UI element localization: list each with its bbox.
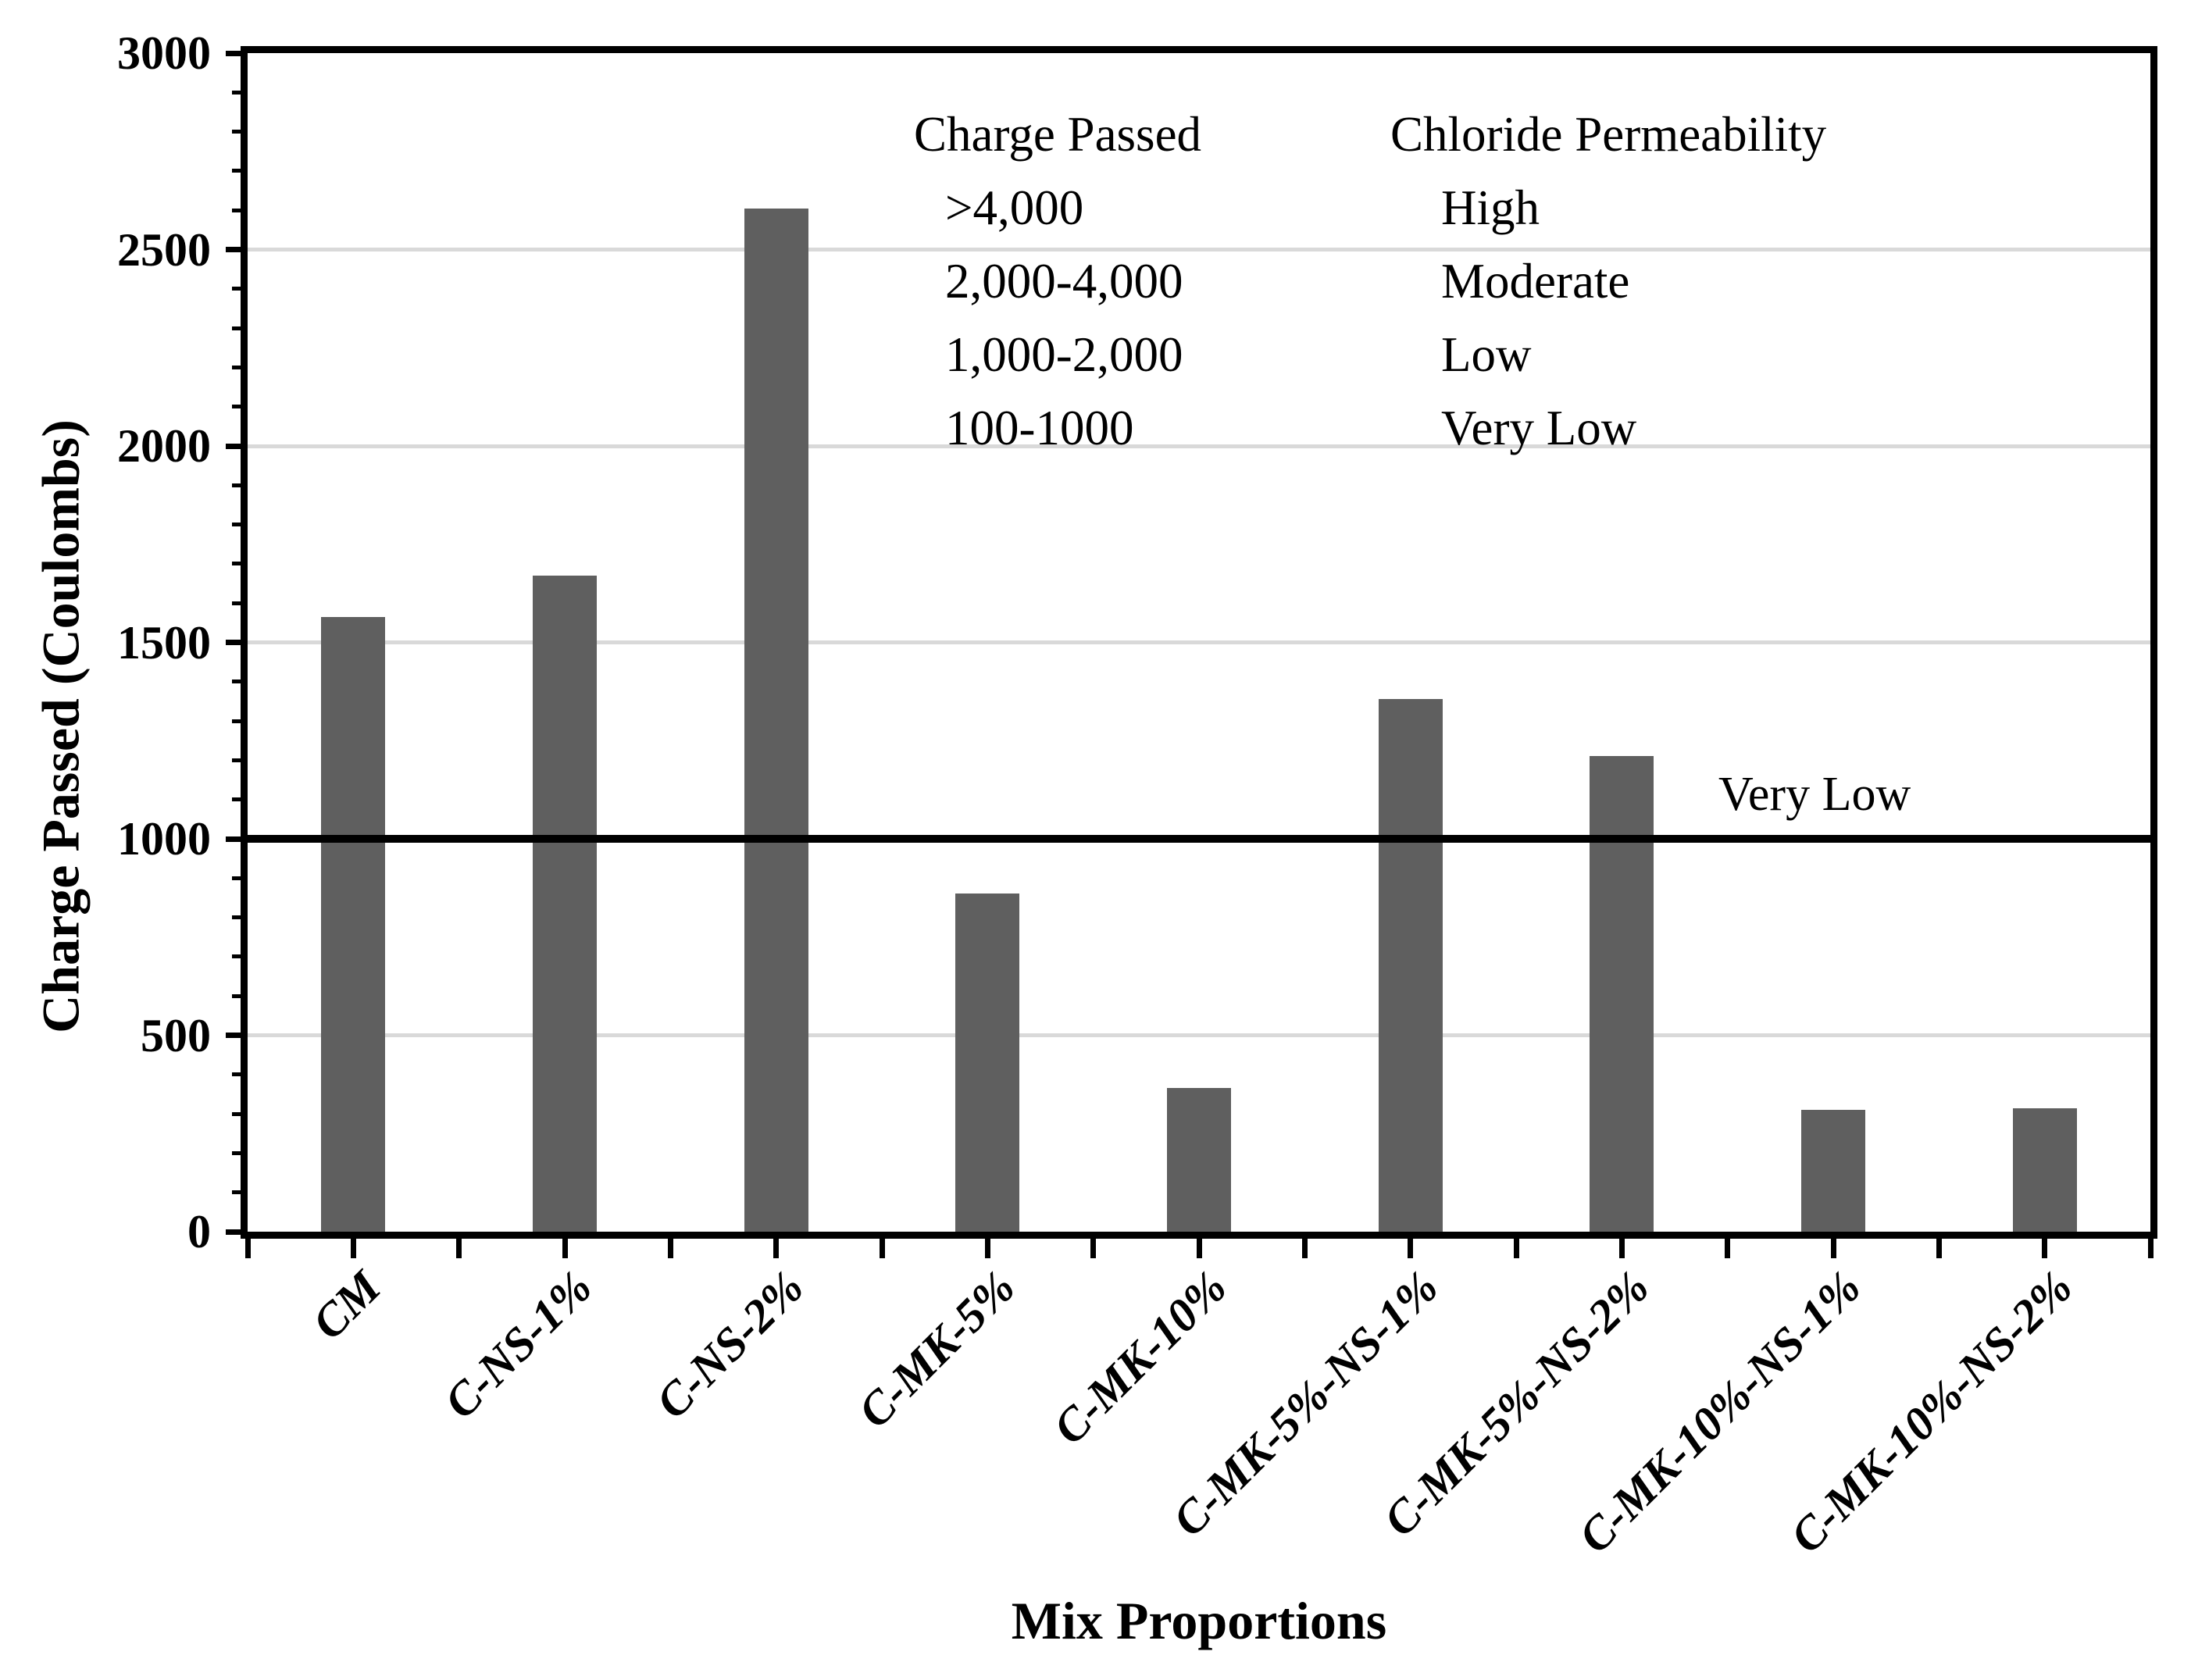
annotation-header-charge: Charge Passed bbox=[914, 107, 1202, 162]
y-minor-tick-2100 bbox=[232, 405, 248, 409]
y-major-tick-1000 bbox=[226, 836, 248, 842]
bar-C-MK-10%-NS-1% bbox=[1801, 1110, 1865, 1232]
x-tick-16 bbox=[1936, 1232, 1942, 1258]
annotation-row-1: 2,000-4,000 Moderate bbox=[914, 244, 2050, 318]
x-tick-1 bbox=[350, 1232, 356, 1258]
y-minor-tick-800 bbox=[232, 915, 248, 920]
y-minor-tick-2300 bbox=[232, 326, 248, 330]
y-tick-label-500: 500 bbox=[141, 1009, 211, 1061]
bar-C-NS-2% bbox=[744, 208, 808, 1232]
y-axis-title: Charge Passed (Coulombs) bbox=[30, 419, 91, 1033]
x-tick-10 bbox=[1301, 1232, 1308, 1258]
y-minor-tick-400 bbox=[232, 1072, 248, 1077]
y-minor-tick-2200 bbox=[232, 365, 248, 369]
y-tick-label-0: 0 bbox=[187, 1206, 211, 1257]
y-tick-label-2000: 2000 bbox=[117, 420, 211, 472]
annotation-permeability-1: Moderate bbox=[1441, 254, 1630, 309]
x-tick-13 bbox=[1618, 1232, 1625, 1258]
annotation-header-permeability: Chloride Permeability bbox=[1390, 107, 1827, 162]
gridline-2000 bbox=[248, 444, 2150, 448]
y-tick-label-1500: 1500 bbox=[117, 616, 211, 669]
y-minor-tick-1400 bbox=[232, 679, 248, 684]
y-minor-tick-2400 bbox=[232, 287, 248, 291]
y-major-tick-1500 bbox=[226, 640, 248, 645]
x-tick-7 bbox=[984, 1232, 990, 1258]
y-minor-tick-2900 bbox=[232, 90, 248, 95]
annotation-charge-0: >4,000 bbox=[945, 180, 1084, 235]
y-tick-label-1000: 1000 bbox=[117, 813, 211, 865]
y-minor-tick-1800 bbox=[232, 523, 248, 527]
y-minor-tick-200 bbox=[232, 1150, 248, 1155]
threshold-line bbox=[248, 835, 2150, 843]
gridline-1500 bbox=[248, 640, 2150, 644]
gridline-500 bbox=[248, 1033, 2150, 1037]
x-tick-18 bbox=[2147, 1232, 2154, 1258]
y-minor-tick-2700 bbox=[232, 169, 248, 173]
y-minor-tick-1200 bbox=[232, 758, 248, 762]
y-minor-tick-900 bbox=[232, 876, 248, 880]
bar-CM bbox=[321, 616, 386, 1232]
bar-C-MK-10%-NS-2% bbox=[2012, 1108, 2077, 1232]
x-tick-11 bbox=[1408, 1232, 1414, 1258]
annotation-row-2: 1,000-2,000 Low bbox=[914, 318, 2050, 391]
x-tick-0 bbox=[244, 1232, 251, 1258]
bar-C-MK-5%-NS-2% bbox=[1590, 756, 1654, 1232]
x-category-label-C-MK-10%: C-MK-10% bbox=[1043, 1261, 1236, 1454]
annotation-row-3: 100-1000 Very Low bbox=[914, 391, 2050, 465]
bar-C-MK-5%-NS-1% bbox=[1378, 699, 1443, 1232]
x-tick-15 bbox=[1830, 1232, 1836, 1258]
x-category-label-C-NS-1%: C-NS-1% bbox=[434, 1261, 602, 1429]
annotation-permeability-0: High bbox=[1441, 180, 1540, 235]
y-major-tick-0 bbox=[226, 1229, 248, 1235]
bar-C-MK-5% bbox=[955, 894, 1020, 1232]
x-axis-title: Mix Proportions bbox=[1011, 1591, 1387, 1650]
x-category-label-CM: CM bbox=[302, 1261, 391, 1350]
y-minor-tick-1900 bbox=[232, 483, 248, 487]
y-major-tick-2000 bbox=[226, 443, 248, 449]
y-minor-tick-1600 bbox=[232, 601, 248, 605]
annotation-rows: >4,000 High 2,000-4,000 Moderate 1,000-2,000… bbox=[914, 171, 2050, 465]
bar-C-NS-1% bbox=[533, 575, 597, 1232]
y-minor-tick-100 bbox=[232, 1190, 248, 1195]
gridline-2500 bbox=[248, 248, 2150, 251]
y-minor-tick-300 bbox=[232, 1111, 248, 1116]
y-minor-tick-1700 bbox=[232, 562, 248, 566]
annotation-permeability-2: Low bbox=[1441, 327, 1532, 382]
permeability-annotation-table: Charge Passed Chloride Permeability >4,0… bbox=[914, 98, 2050, 465]
x-tick-8 bbox=[1090, 1232, 1097, 1258]
y-minor-tick-700 bbox=[232, 954, 248, 959]
y-minor-tick-2800 bbox=[232, 130, 248, 134]
annotation-charge-3: 100-1000 bbox=[945, 401, 1134, 455]
x-tick-3 bbox=[562, 1232, 568, 1258]
y-major-tick-500 bbox=[226, 1033, 248, 1038]
x-category-label-C-MK-5%: C-MK-5% bbox=[847, 1261, 1025, 1438]
y-major-tick-2500 bbox=[226, 247, 248, 252]
x-category-label-C-NS-2%: C-NS-2% bbox=[646, 1261, 814, 1429]
threshold-label: Very Low bbox=[1718, 768, 1911, 821]
x-tick-5 bbox=[773, 1232, 780, 1258]
x-tick-12 bbox=[1513, 1232, 1519, 1258]
x-tick-14 bbox=[1725, 1232, 1731, 1258]
annotation-charge-2: 1,000-2,000 bbox=[945, 327, 1183, 382]
annotation-permeability-3: Very Low bbox=[1441, 401, 1637, 455]
x-tick-17 bbox=[2042, 1232, 2048, 1258]
annotation-row-0: >4,000 High bbox=[914, 171, 2050, 244]
x-tick-6 bbox=[879, 1232, 885, 1258]
annotation-charge-1: 2,000-4,000 bbox=[945, 254, 1183, 309]
y-minor-tick-1300 bbox=[232, 719, 248, 723]
y-minor-tick-1100 bbox=[232, 797, 248, 802]
y-tick-label-2500: 2500 bbox=[117, 223, 211, 276]
x-tick-4 bbox=[667, 1232, 673, 1258]
y-major-tick-3000 bbox=[226, 50, 248, 56]
y-minor-tick-600 bbox=[232, 993, 248, 998]
y-tick-label-3000: 3000 bbox=[117, 27, 211, 79]
x-tick-2 bbox=[456, 1232, 462, 1258]
bar-C-MK-10% bbox=[1167, 1088, 1231, 1232]
annotation-header-row: Charge Passed Chloride Permeability bbox=[914, 98, 2050, 171]
y-minor-tick-2600 bbox=[232, 208, 248, 212]
x-tick-9 bbox=[1196, 1232, 1202, 1258]
